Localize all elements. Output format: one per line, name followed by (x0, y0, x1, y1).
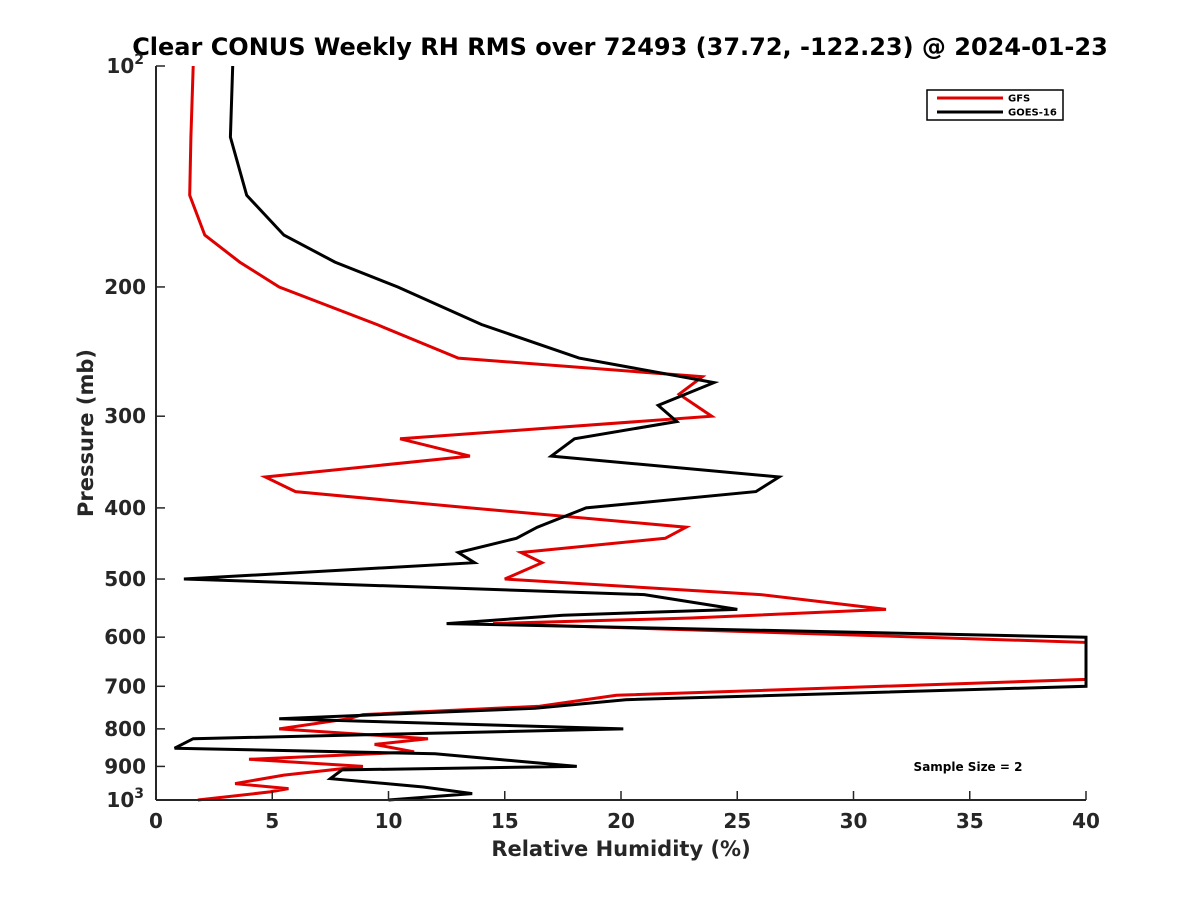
y-tick-label: 700 (104, 674, 146, 698)
y-tick-label-base: 900 (104, 754, 146, 778)
y-tick-label: 102 (106, 52, 144, 78)
x-tick-label: 0 (149, 809, 163, 833)
series-line-goes-16 (173, 65, 1088, 802)
sample-size-note: Sample Size = 2 (914, 760, 1023, 774)
y-tick-label-base: 400 (104, 496, 146, 520)
y-tick-label-base: 700 (104, 674, 146, 698)
y-tick-label: 900 (104, 754, 146, 778)
legend: GFS GOES-16 (926, 89, 1064, 121)
y-tick-label: 600 (104, 625, 146, 649)
x-tick-label: 35 (956, 809, 984, 833)
x-ticks: 0 5 10 15 20 25 30 35 40 (149, 791, 1100, 833)
legend-label: GFS (1008, 94, 1030, 105)
y-tick-label-exponent: 3 (134, 786, 144, 802)
y-tick-label-exponent: 2 (134, 52, 144, 68)
x-tick-label: 20 (607, 809, 635, 833)
x-axis-label: Relative Humidity (%) (491, 837, 750, 861)
y-tick-label: 300 (104, 404, 146, 428)
x-tick-label: 5 (265, 809, 279, 833)
x-tick-label: 30 (840, 809, 868, 833)
legend-label: GOES-16 (1008, 108, 1057, 119)
y-tick-label-base: 500 (104, 567, 146, 591)
y-tick-label-base: 800 (104, 717, 146, 741)
y-tick-label-base: 200 (104, 275, 146, 299)
legend-box (926, 89, 1064, 121)
y-tick-label-base: 300 (104, 404, 146, 428)
y-tick-label-base: 10 (106, 788, 134, 812)
plot-area (156, 66, 1086, 800)
y-tick-label: 500 (104, 567, 146, 591)
chart-title: Clear CONUS Weekly RH RMS over 72493 (37… (132, 33, 1108, 61)
x-tick-label: 40 (1072, 809, 1100, 833)
y-tick-label-base: 10 (106, 54, 134, 78)
x-tick-label: 10 (375, 809, 403, 833)
series-layer (173, 65, 1088, 802)
x-tick-label: 15 (491, 809, 519, 833)
y-tick-label: 800 (104, 717, 146, 741)
y-tick-label: 400 (104, 496, 146, 520)
x-tick-label: 25 (723, 809, 751, 833)
y-axis-label: Pressure (mb) (74, 349, 98, 517)
y-tick-label-base: 600 (104, 625, 146, 649)
y-tick-label: 200 (104, 275, 146, 299)
y-tick-label: 103 (106, 786, 144, 812)
